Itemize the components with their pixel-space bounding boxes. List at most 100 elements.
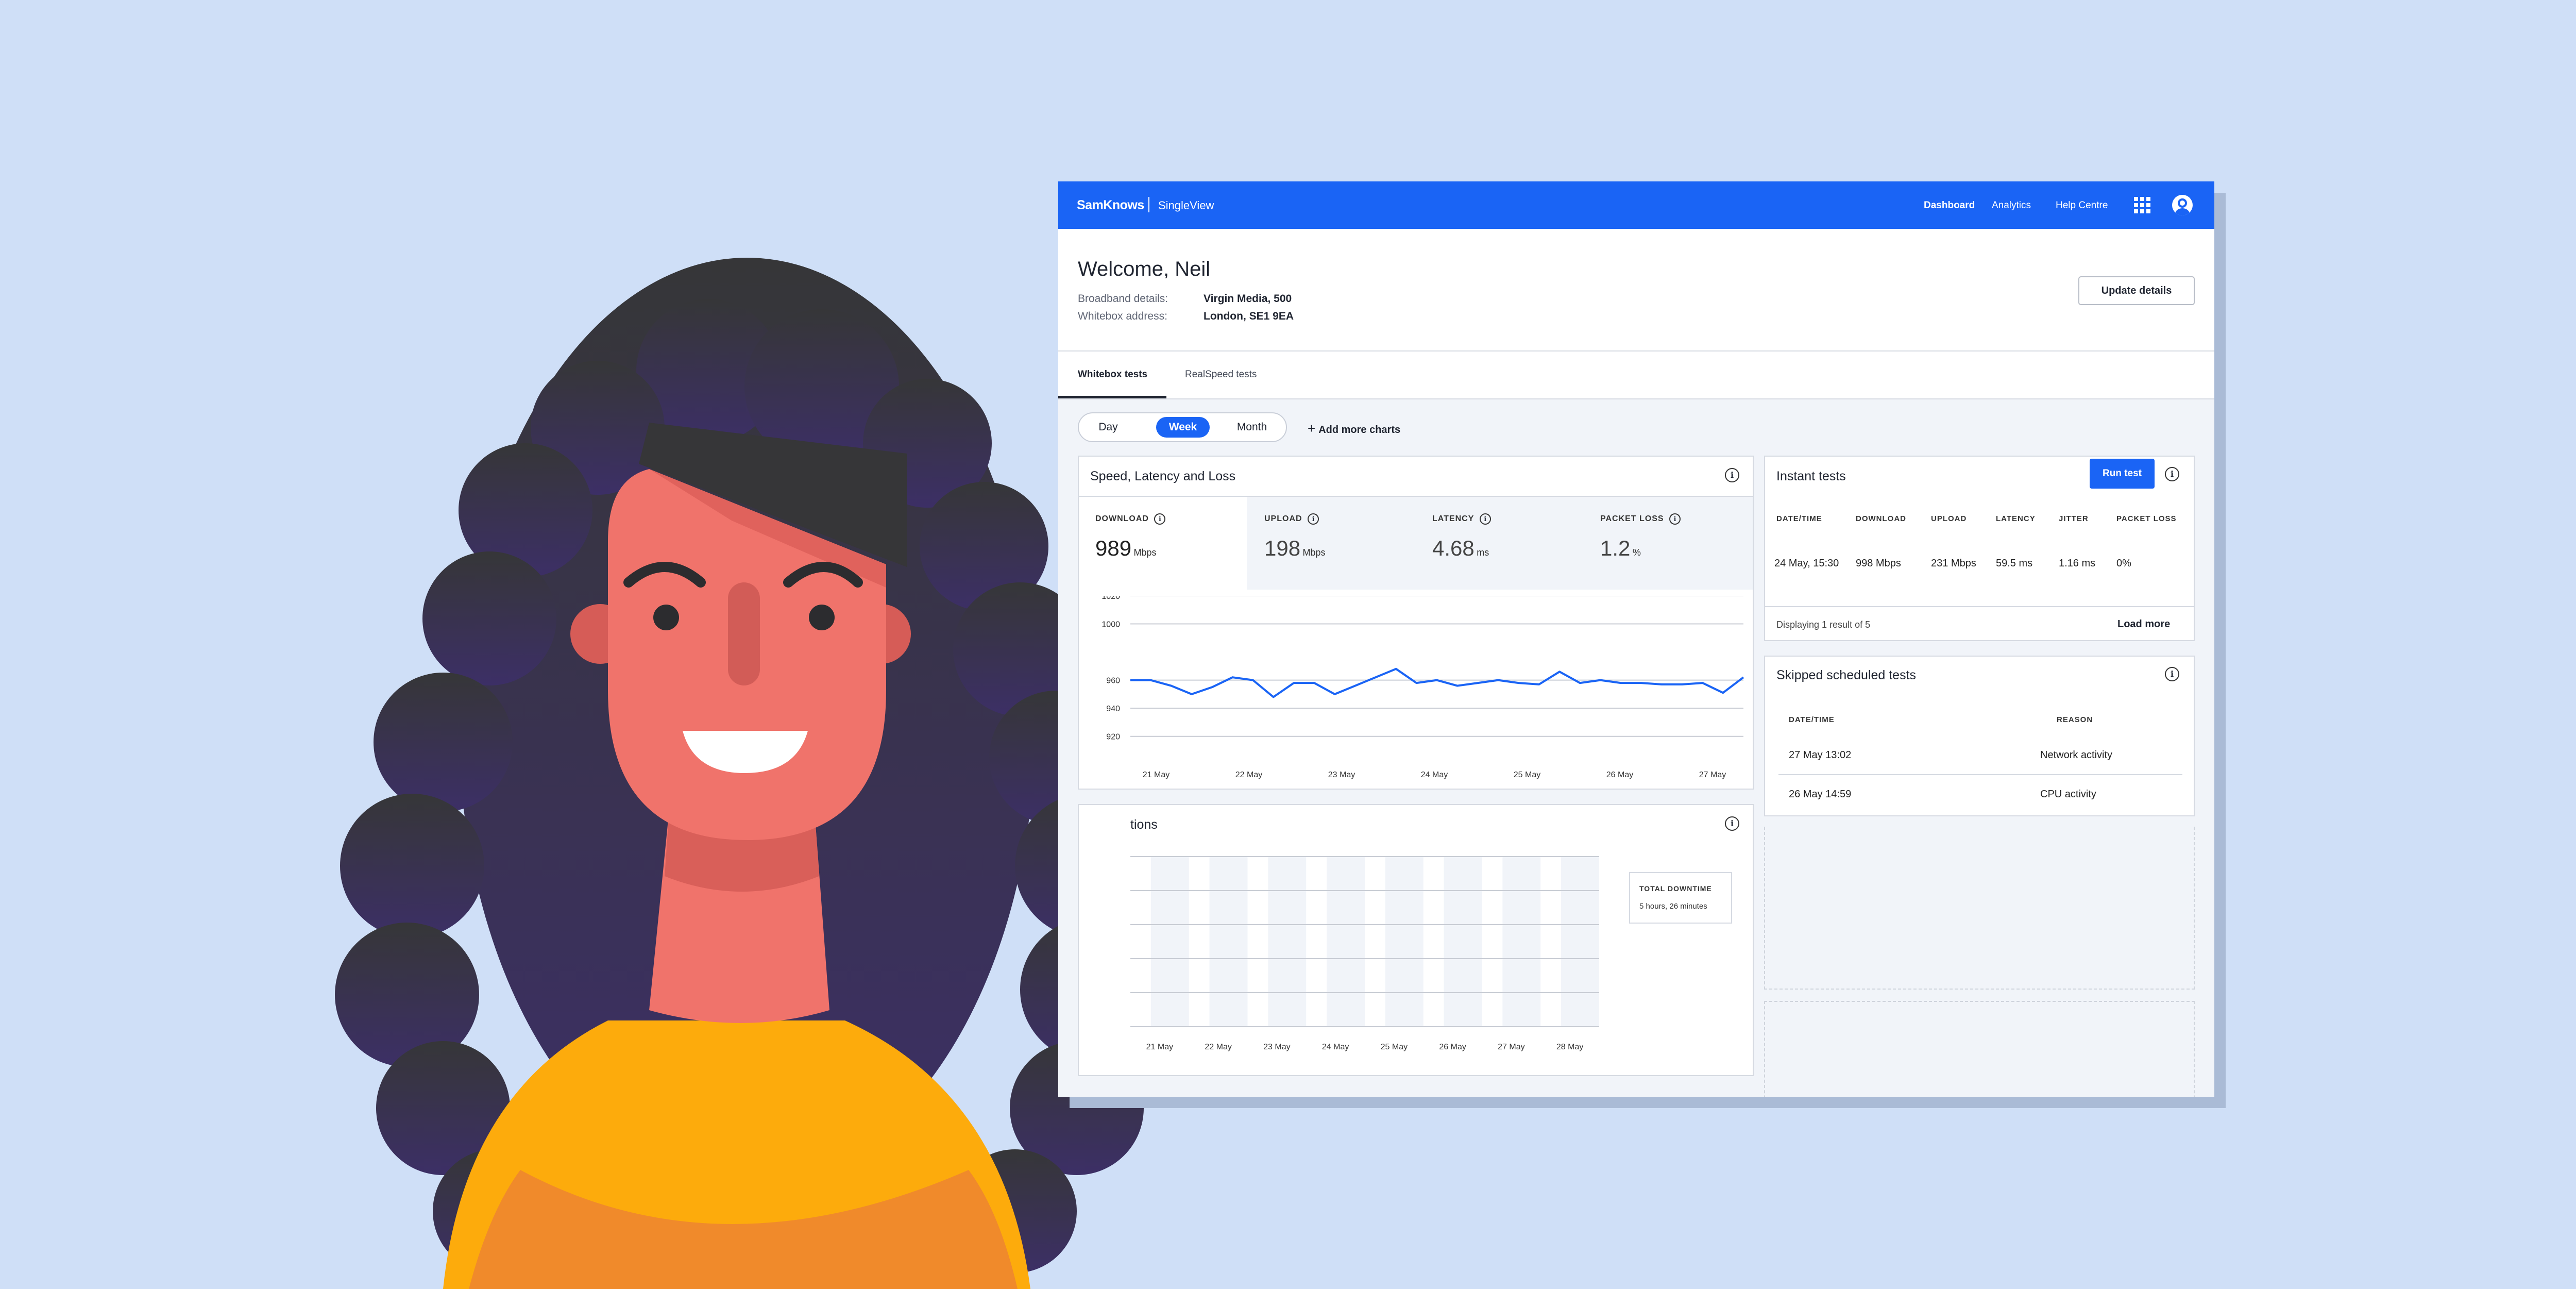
x-tick-label: 22 May — [1205, 1043, 1231, 1051]
metric-download[interactable]: DOWNLOAD i 989 Mbps — [1095, 513, 1166, 561]
day-column — [1268, 857, 1307, 1027]
disconnections-chart: 21 May 22 May 23 May 24 May 25 May 26 May 27 M… — [1130, 856, 1599, 1051]
col-download[interactable]: DOWNLOAD — [1856, 514, 1906, 523]
page-title: Welcome, Neil — [1078, 258, 1211, 280]
face-shade — [649, 469, 886, 588]
card-divider — [1765, 606, 2194, 607]
col-packet-loss[interactable]: PACKET LOSS — [2116, 514, 2177, 523]
shirt-shade — [469, 1170, 1018, 1289]
period-day[interactable]: Day — [1098, 421, 1118, 433]
day-column — [1502, 857, 1541, 1027]
nav-help-centre[interactable]: Help Centre — [2056, 200, 2108, 211]
metric-unit: ms — [1477, 547, 1489, 558]
col-date-time[interactable]: DATE/TIME — [1789, 715, 1835, 724]
nav-dashboard[interactable]: Dashboard — [1924, 200, 1975, 211]
table-cell: 0% — [2116, 558, 2131, 569]
info-icon[interactable]: i — [1725, 468, 1739, 482]
day-column — [1327, 857, 1365, 1027]
metric-latency[interactable]: LATENCY i 4.68 ms — [1432, 513, 1491, 561]
metric-value: 989 — [1095, 536, 1132, 560]
card-title: Skipped scheduled tests — [1776, 668, 1917, 682]
skipped-tests-card: Skipped scheduled tests i DATE/TIME REAS… — [1764, 656, 2195, 816]
day-column — [1561, 857, 1599, 1027]
brand-logo[interactable]: SamKnows — [1077, 198, 1144, 212]
x-tick-label: 25 May — [1514, 771, 1540, 779]
metric-value: 4.68 — [1432, 536, 1475, 560]
col-reason[interactable]: REASON — [2057, 715, 2093, 724]
total-downtime-box: TOTAL DOWNTIME 5 hours, 26 minutes — [1629, 872, 1732, 924]
x-tick-label: 24 May — [1322, 1043, 1349, 1051]
metric-unit: % — [1632, 547, 1641, 558]
y-tick-label: 1020 — [1101, 596, 1120, 601]
table-cell: 27 May 13:02 — [1789, 749, 1852, 761]
load-more-button[interactable]: Load more — [2117, 618, 2171, 630]
x-tick-label: 25 May — [1381, 1043, 1408, 1051]
info-icon[interactable]: i — [1669, 513, 1681, 525]
disconnections-card: tions i 21 May 22 May 23 May 24 May 25 May 26… — [1078, 804, 1754, 1076]
download-series-line[interactable] — [1130, 667, 1744, 698]
table-cell: 59.5 ms — [1996, 558, 2033, 569]
table-cell: 998 Mbps — [1856, 558, 1901, 569]
x-tick-label: 21 May — [1146, 1043, 1173, 1051]
brand-divider — [1148, 197, 1149, 212]
metric-upload[interactable]: UPLOAD i 198 Mbps — [1264, 513, 1326, 561]
apps-grid-icon[interactable] — [2134, 197, 2150, 213]
day-column — [1444, 857, 1482, 1027]
y-tick-label: 1000 — [1101, 621, 1120, 629]
period-month[interactable]: Month — [1236, 421, 1267, 433]
tab-whitebox-tests[interactable]: Whitebox tests — [1078, 369, 1148, 380]
instant-tests-card: Instant tests Run test i DATE/TIME DOWNL… — [1764, 456, 2195, 641]
info-icon[interactable]: i — [1725, 816, 1739, 831]
nose — [728, 582, 760, 685]
add-more-charts-button[interactable]: + Add more charts — [1308, 421, 1400, 437]
x-tick-label: 27 May — [1498, 1043, 1524, 1051]
broadband-label: Broadband details: — [1078, 293, 1168, 305]
update-details-button[interactable]: Update details — [2078, 276, 2195, 305]
table-cell: CPU activity — [2040, 789, 2096, 800]
col-jitter[interactable]: JITTER — [2059, 514, 2089, 523]
y-tick-label: 940 — [1106, 705, 1120, 713]
info-icon[interactable]: i — [1308, 513, 1319, 525]
empty-chart-slot[interactable] — [1764, 1001, 2195, 1097]
info-icon[interactable]: i — [2165, 467, 2179, 481]
card-title: Speed, Latency and Loss — [1090, 469, 1236, 483]
x-tick-label: 24 May — [1421, 771, 1448, 779]
metric-label: UPLOAD — [1264, 514, 1302, 524]
metric-unit: Mbps — [1133, 547, 1157, 558]
col-upload[interactable]: UPLOAD — [1931, 514, 1967, 523]
x-tick-label: 26 May — [1439, 1043, 1466, 1051]
download-line-chart: 920 940 960 1000 1020 21 May 22 May 23 May 24 Ma… — [1101, 596, 1744, 779]
table-cell: 231 Mbps — [1931, 558, 1976, 569]
x-tick-label: 26 May — [1606, 771, 1633, 779]
info-icon[interactable]: i — [1154, 513, 1166, 525]
col-latency[interactable]: LATENCY — [1996, 514, 2036, 523]
metric-packet-loss[interactable]: PACKET LOSS i 1.2 % — [1600, 513, 1681, 561]
table-cell: Network activity — [2040, 749, 2113, 761]
tab-realspeed-tests[interactable]: RealSpeed tests — [1185, 369, 1257, 380]
info-icon[interactable]: i — [2165, 667, 2179, 681]
y-tick-label: 960 — [1106, 677, 1120, 685]
card-divider — [1079, 496, 1753, 497]
card-title: Instant tests — [1776, 469, 1846, 483]
empty-chart-slot[interactable] — [1764, 827, 2195, 990]
speed-latency-loss-card: Speed, Latency and Loss i DOWNLOAD i 989… — [1078, 456, 1754, 790]
metric-unit: Mbps — [1302, 547, 1326, 558]
x-tick-label: 27 May — [1699, 771, 1726, 779]
nav-analytics[interactable]: Analytics — [1992, 200, 2031, 211]
app-window: SamKnows SingleView Dashboard Analytics … — [1058, 181, 2214, 1097]
run-test-button[interactable]: Run test — [2090, 459, 2155, 489]
x-tick-label: 23 May — [1263, 1043, 1290, 1051]
metric-label: PACKET LOSS — [1600, 514, 1664, 524]
eye-left — [653, 605, 679, 630]
user-avatar-icon[interactable] — [2172, 195, 2193, 215]
add-more-charts-label: Add more charts — [1318, 424, 1401, 436]
plus-icon: + — [1308, 421, 1316, 436]
info-icon[interactable]: i — [1479, 513, 1491, 525]
period-switch: Day Week Month — [1078, 412, 1287, 442]
x-tick-label: 21 May — [1143, 771, 1170, 779]
period-week[interactable]: Week — [1156, 417, 1210, 438]
product-name: SingleView — [1158, 199, 1214, 212]
col-date-time[interactable]: DATE/TIME — [1776, 514, 1822, 523]
eye-right — [809, 605, 835, 630]
